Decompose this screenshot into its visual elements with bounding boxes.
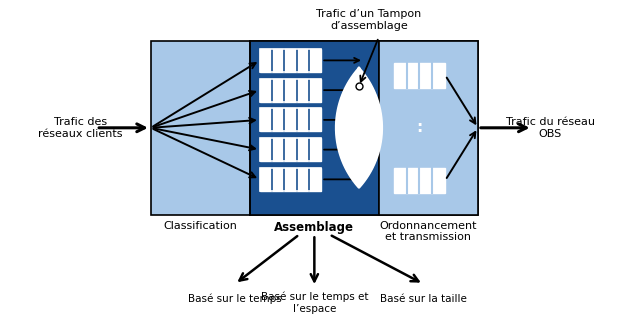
Bar <box>151 41 478 215</box>
Bar <box>394 168 445 193</box>
Polygon shape <box>336 68 382 187</box>
Text: Classification: Classification <box>164 220 237 231</box>
Bar <box>250 41 379 215</box>
Bar <box>260 79 321 101</box>
Bar <box>260 79 321 101</box>
Text: Basé sur la taille: Basé sur la taille <box>380 294 467 304</box>
Text: Basé sur le temps: Basé sur le temps <box>188 294 282 304</box>
Text: Basé sur le temps et
l’espace: Basé sur le temps et l’espace <box>260 292 368 314</box>
Bar <box>260 109 321 131</box>
Text: Trafic d’un Tampon
d’assemblage: Trafic d’un Tampon d’assemblage <box>316 9 422 31</box>
Bar <box>260 168 321 191</box>
Bar <box>260 138 321 161</box>
Text: Trafic du réseau
OBS: Trafic du réseau OBS <box>506 117 595 139</box>
Text: :: : <box>416 120 423 135</box>
Bar <box>260 109 321 131</box>
Bar <box>260 138 321 161</box>
Bar <box>260 49 321 72</box>
Text: Ordonnancement
et transmission: Ordonnancement et transmission <box>379 220 477 242</box>
Bar <box>260 49 321 72</box>
Bar <box>394 63 445 88</box>
Bar <box>379 41 478 215</box>
Bar <box>260 168 321 191</box>
Text: Assemblage: Assemblage <box>275 220 355 233</box>
Text: Trafic des
réseaux clients: Trafic des réseaux clients <box>38 117 123 139</box>
